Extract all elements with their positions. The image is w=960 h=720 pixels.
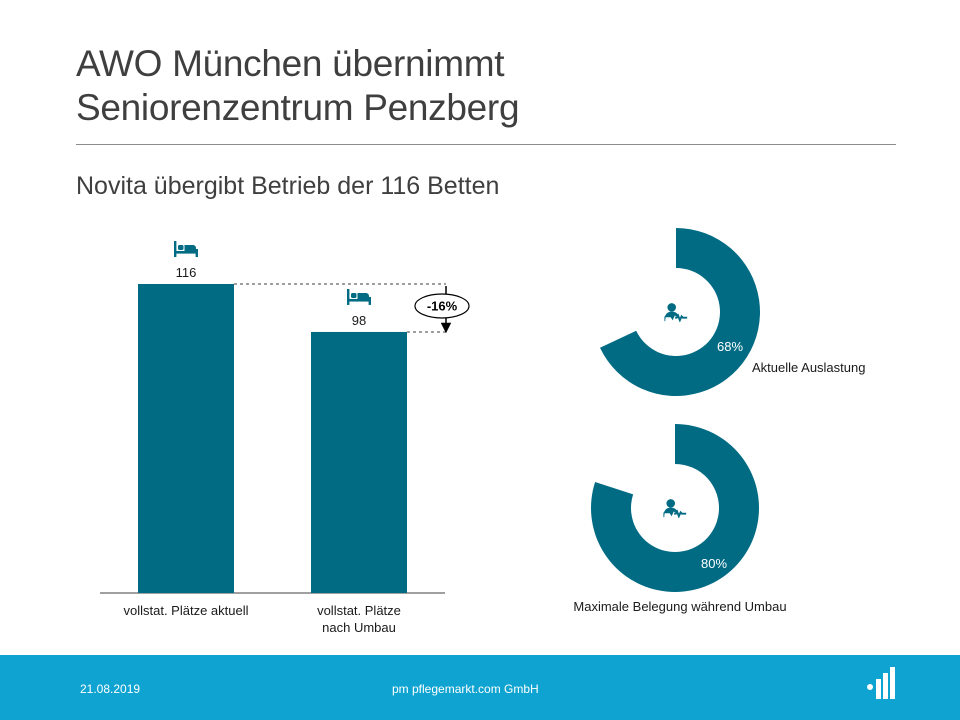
donut-slice xyxy=(591,424,760,592)
donut-caption: Aktuelle Auslastung xyxy=(752,360,865,375)
category-label-line: nach Umbau xyxy=(322,620,396,635)
heartbeat-person-icon xyxy=(664,303,688,322)
slide-subtitle: Novita übergibt Betrieb der 116 Betten xyxy=(76,172,500,200)
change-label: -16% xyxy=(427,298,458,313)
category-label-line: vollstat. Plätze xyxy=(317,603,401,618)
category-label-line: vollstat. Plätze aktuell xyxy=(123,603,248,618)
bar xyxy=(138,284,234,593)
bar-data-label: 116 xyxy=(176,265,197,280)
slide-title: AWO München übernimmt Seniorenzentrum Pe… xyxy=(76,42,876,130)
footer-bar: 21.08.2019 pm pflegemarkt.com GmbH xyxy=(0,655,960,720)
footer-date: 21.08.2019 xyxy=(80,682,141,696)
donut-value-label: 68% xyxy=(717,339,743,354)
donut-value-label: 80% xyxy=(701,556,727,571)
heartbeat-person-icon xyxy=(663,499,687,518)
donut-caption: Maximale Belegung während Umbau xyxy=(573,599,786,614)
donut-slice xyxy=(599,228,760,396)
category-label: vollstat. Plätze nach Umbau xyxy=(317,603,401,635)
slide-title-line1: AWO München übernimmt xyxy=(76,43,505,84)
bar xyxy=(311,331,407,593)
footer-company: pm pflegemarkt.com GmbH xyxy=(392,682,539,696)
pflegemarkt-logo-icon xyxy=(867,667,895,699)
title-divider xyxy=(76,144,896,145)
change-badge xyxy=(414,293,470,319)
bar-data-label: 98 xyxy=(352,313,366,328)
category-label: vollstat. Plätze aktuell xyxy=(123,603,248,618)
slide-title-line2: Seniorenzentrum Penzberg xyxy=(76,87,520,128)
